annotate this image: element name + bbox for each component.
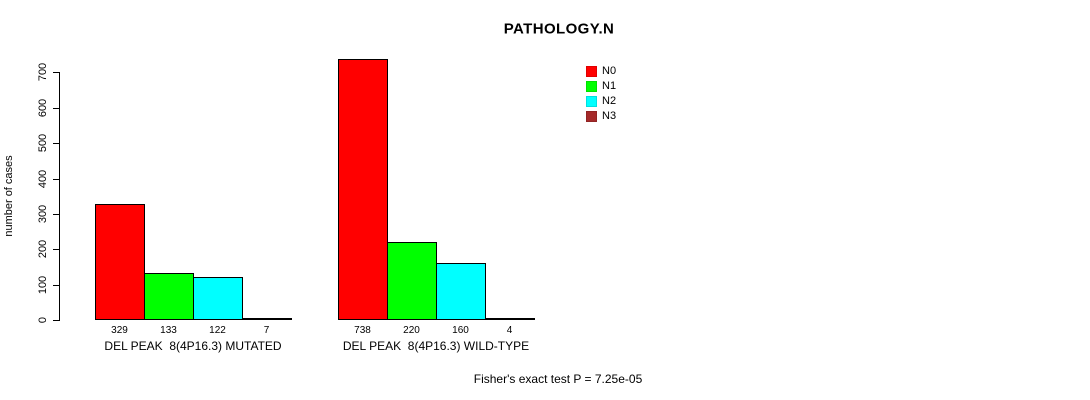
bar-n2 <box>436 263 486 320</box>
chart-title: PATHOLOGY.N <box>503 20 615 38</box>
y-tick-label: 0 <box>37 316 49 324</box>
legend-swatch <box>586 111 597 122</box>
group-label: DEL PEAK 8(4P16.3) MUTATED <box>104 339 282 353</box>
y-tick-label: 100 <box>37 275 49 295</box>
y-tick <box>53 143 60 144</box>
legend-label: N3 <box>602 110 617 122</box>
bar-n3 <box>485 318 535 320</box>
bar-n1 <box>387 242 437 320</box>
bar-value-label: 4 <box>506 325 513 336</box>
y-tick <box>53 249 60 250</box>
legend-label: N2 <box>602 95 617 107</box>
y-tick-label: 200 <box>37 239 49 259</box>
bar-value-label: 160 <box>452 325 469 336</box>
legend-swatch <box>586 66 597 77</box>
legend-item-n2: N2 <box>586 96 616 107</box>
y-tick <box>53 108 60 109</box>
group-label: DEL PEAK 8(4P16.3) WILD-TYPE <box>342 339 530 353</box>
bar-value-label: 738 <box>354 325 371 336</box>
legend-item-n0: N0 <box>586 66 616 77</box>
bar-value-label: 122 <box>209 325 226 336</box>
bar-n2 <box>193 276 243 320</box>
legend: N0 N1 N2 N3 <box>586 66 616 122</box>
y-tick <box>53 72 60 73</box>
y-tick-label: 400 <box>37 169 49 189</box>
y-tick-label: 600 <box>37 98 49 118</box>
bar-value-label: 329 <box>111 325 128 336</box>
legend-item-n3: N3 <box>586 111 616 122</box>
y-tick <box>53 179 60 180</box>
legend-swatch <box>586 81 597 92</box>
bar-value-label: 220 <box>403 325 420 336</box>
y-tick <box>53 214 60 215</box>
legend-swatch <box>586 96 597 107</box>
legend-item-n1: N1 <box>586 81 616 92</box>
y-tick-label: 700 <box>37 62 49 82</box>
bar-value-label: 133 <box>160 325 177 336</box>
stat-annotation: Fisher's exact test P = 7.25e-05 <box>473 372 643 386</box>
y-tick-label: 300 <box>37 204 49 224</box>
y-tick <box>53 285 60 286</box>
y-tick-label: 500 <box>37 133 49 153</box>
bar-n0 <box>95 203 145 320</box>
bar-n3 <box>242 317 292 320</box>
bar-n0 <box>338 59 388 320</box>
y-axis-line <box>59 72 60 321</box>
legend-label: N0 <box>602 65 617 77</box>
bar-n1 <box>144 273 194 320</box>
bar-value-label: 7 <box>263 325 270 336</box>
legend-label: N1 <box>602 80 617 92</box>
y-tick <box>53 320 60 321</box>
y-axis-label: number of cases <box>3 155 15 237</box>
